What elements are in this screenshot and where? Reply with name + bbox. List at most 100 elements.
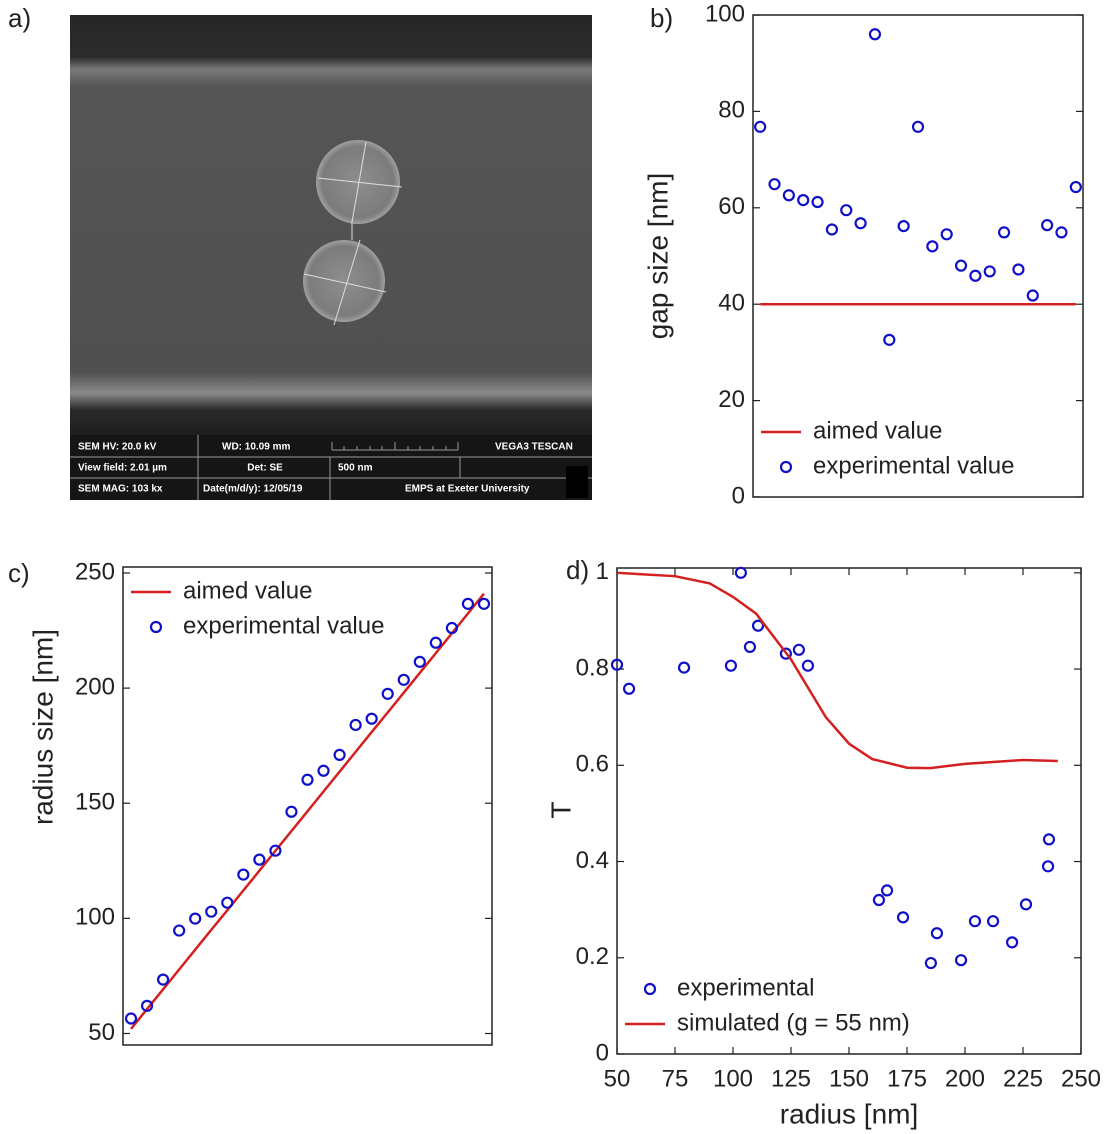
data-point xyxy=(1069,180,1082,194)
data-point xyxy=(461,597,475,610)
data-point xyxy=(1041,219,1054,232)
x-tick-label: 200 xyxy=(945,1065,985,1092)
legend-swatch xyxy=(149,620,163,634)
data-point xyxy=(1005,936,1019,949)
data-point xyxy=(940,228,953,241)
x-tick-label: 175 xyxy=(887,1065,927,1092)
data-point xyxy=(997,226,1011,239)
measure-line xyxy=(303,273,387,293)
info-text: EMPS at Exeter University xyxy=(405,484,530,495)
data-point xyxy=(677,661,691,674)
data-line xyxy=(616,571,1058,770)
y-tick-label: 0.6 xyxy=(576,751,609,778)
data-point xyxy=(1041,860,1055,873)
y-tick-label: 1 xyxy=(596,558,609,585)
data-point xyxy=(1042,833,1056,846)
data-point xyxy=(751,619,765,632)
x-tick-label: 125 xyxy=(771,1065,811,1092)
info-text: View field: 2.01 µm xyxy=(78,463,167,474)
measure-line xyxy=(351,141,367,223)
sem-background xyxy=(70,15,592,435)
legend-label: aimed value xyxy=(813,417,942,444)
x-tick-label: 75 xyxy=(662,1065,689,1092)
x-tick-label: 150 xyxy=(829,1065,869,1092)
plot-area xyxy=(616,567,1082,1055)
data-point xyxy=(792,643,805,656)
data-point xyxy=(269,844,282,857)
data-point xyxy=(221,896,234,909)
legend-swatch xyxy=(643,982,657,996)
data-point xyxy=(926,240,939,253)
x-tick-label: 100 xyxy=(713,1065,753,1092)
y-tick-label: 100 xyxy=(705,0,745,27)
data-point xyxy=(253,853,266,866)
info-text: SEM HV: 20.0 kV xyxy=(78,442,157,453)
data-point xyxy=(782,189,795,202)
data-point xyxy=(801,659,815,672)
data-point xyxy=(205,905,218,918)
y-tick-label: 0 xyxy=(732,482,745,509)
data-point xyxy=(333,748,346,761)
data-point xyxy=(883,333,896,346)
x-tick-label: 250 xyxy=(1061,1065,1101,1092)
data-point xyxy=(754,120,767,133)
data-point xyxy=(930,927,944,940)
y-axis-label: T xyxy=(545,801,576,818)
y-tick-label: 0.4 xyxy=(576,847,609,874)
data-point xyxy=(872,893,886,907)
panel-label: a) xyxy=(8,3,31,33)
data-point xyxy=(429,636,442,649)
panel-label: b) xyxy=(650,3,673,33)
legend-label: experimental value xyxy=(183,612,384,639)
data-point xyxy=(968,915,982,928)
data-point xyxy=(365,712,378,725)
legend-label: simulated (g = 55 nm) xyxy=(677,1009,910,1036)
logo xyxy=(566,466,588,498)
info-text: VEGA3 TESCAN xyxy=(495,442,573,453)
x-tick-label: 225 xyxy=(1003,1065,1043,1092)
data-point xyxy=(983,265,996,278)
data-point xyxy=(301,773,314,786)
data-point xyxy=(445,621,458,635)
data-point xyxy=(911,120,925,133)
data-point xyxy=(622,682,636,695)
y-tick-label: 0 xyxy=(596,1039,609,1066)
x-tick-label: 50 xyxy=(604,1065,631,1092)
data-point xyxy=(1026,289,1039,302)
data-point xyxy=(825,223,839,236)
data-point xyxy=(743,640,757,654)
info-grid xyxy=(70,435,592,500)
y-axis-label: radius size [nm] xyxy=(27,629,58,825)
panel-label: d) xyxy=(566,555,589,585)
data-point xyxy=(285,805,298,818)
legend-label: experimental value xyxy=(813,452,1014,479)
data-point xyxy=(954,954,968,967)
data-point xyxy=(1019,898,1033,911)
data-point xyxy=(317,764,330,777)
data-point xyxy=(779,647,792,660)
y-tick-label: 50 xyxy=(88,1019,115,1046)
data-point xyxy=(734,566,747,579)
data-point xyxy=(840,204,853,217)
data-point xyxy=(381,687,394,700)
data-point xyxy=(880,884,894,897)
y-tick-label: 40 xyxy=(718,290,745,317)
data-point xyxy=(124,1012,138,1025)
info-text: Det: SE xyxy=(247,463,283,474)
data-point xyxy=(811,195,824,209)
data-point xyxy=(477,597,491,610)
data-line xyxy=(130,592,485,1030)
y-axis-label: gap size [nm] xyxy=(642,173,673,340)
y-tick-label: 60 xyxy=(718,193,745,220)
legend-label: experimental xyxy=(677,974,814,1001)
data-point xyxy=(1012,263,1025,276)
legend-swatch xyxy=(779,460,793,474)
data-point xyxy=(173,924,186,937)
x-axis-label: radius [nm] xyxy=(780,1098,919,1129)
legend-label: aimed value xyxy=(183,577,312,604)
data-point xyxy=(986,915,1000,928)
data-point xyxy=(413,655,426,668)
data-point xyxy=(724,659,738,672)
data-point xyxy=(237,868,250,881)
